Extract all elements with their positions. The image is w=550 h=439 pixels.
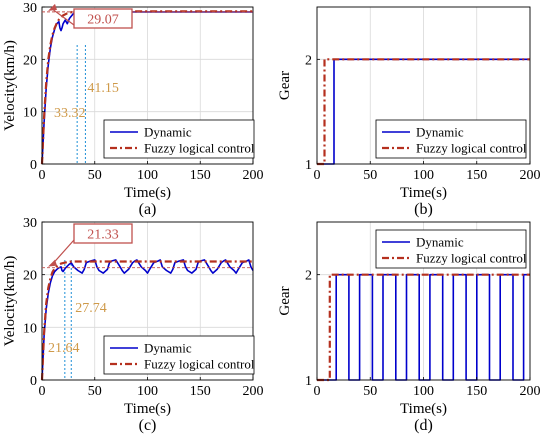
callout-arrowhead [48,259,57,267]
y-tick-label: 20 [23,269,37,284]
panel-a: 0 50 100 150 200 0 10 20 30 Time(s) Velocity(km/h)… [2,1,264,218]
legend-fuzzy-label: Fuzzy logical control [416,141,527,156]
series-fuzzy-line [40,260,253,381]
x-tick-label: 0 [314,384,321,399]
y-tick-label: 2 [305,269,312,284]
x-tick-label: 150 [466,384,487,399]
x-tick-label: 0 [39,168,46,183]
panel-b: 0 50 100 150 200 1 2 Time(s) Gear (b) DynamicFuzzy… [277,6,541,218]
x-axis-label: Time(s) [400,401,447,417]
legend-dynamic-label: Dynamic [416,125,464,140]
callout-value: 21.33 [87,228,119,243]
y-tick-label: 30 [23,216,37,231]
x-tick-label: 0 [39,384,46,399]
y-axis-label: Gear [277,286,293,315]
y-tick-label: 10 [23,106,37,121]
x-tick-label: 150 [190,168,211,183]
y-tick-label: 20 [23,53,37,68]
legend-box [375,229,527,269]
x-tick-label: 100 [137,384,158,399]
y-tick-label: 1 [305,374,312,389]
legend-box [103,119,255,159]
legend-dynamic-label: Dynamic [144,341,192,356]
series-dynamic-line [317,273,530,381]
y-tick-label: 0 [30,158,37,173]
x-tick-label: 200 [520,168,541,183]
callout-arrow [51,239,75,266]
panel-label: (c) [139,417,157,434]
panel-label: (a) [139,201,157,218]
legend-dynamic-label: Dynamic [416,235,464,250]
x-tick-label: 100 [413,384,434,399]
x-tick-label: 50 [88,384,102,399]
callout-arrowhead [48,3,57,11]
y-tick-label: 2 [305,53,312,68]
legend-fuzzy-label: Fuzzy logical control [416,251,527,266]
series-dynamic-line [41,259,254,381]
x-tick-label: 50 [363,384,377,399]
x-axis-label: Time(s) [400,185,447,201]
series-fuzzy-line [40,10,253,165]
marker-label-1: 33.32 [54,106,86,121]
y-tick-label: 30 [23,1,37,16]
y-tick-label: 1 [305,158,312,173]
y-tick-label: 10 [23,321,37,336]
x-tick-label: 200 [243,384,264,399]
x-tick-label: 200 [243,168,264,183]
marker-label-2: 27.74 [75,301,107,316]
legend-fuzzy-label: Fuzzy logical control [144,141,255,156]
x-tick-label: 50 [88,168,102,183]
callout-value: 29.07 [87,13,119,28]
x-tick-label: 0 [314,168,321,183]
panel-label: (d) [414,417,433,434]
x-axis-label: Time(s) [124,185,171,201]
y-axis-label: Velocity(km/h) [2,40,18,131]
legend-dynamic-label: Dynamic [144,125,192,140]
callout-box [73,223,133,244]
x-tick-label: 200 [520,384,541,399]
legend-box [375,119,527,159]
x-tick-label: 50 [363,168,377,183]
legend-fuzzy-label: Fuzzy logical control [144,357,255,372]
y-tick-label: 0 [30,374,37,389]
x-tick-label: 150 [466,168,487,183]
y-axis-label: Gear [277,71,293,100]
panel-label: (b) [414,201,433,218]
marker-label-1: 21.64 [48,341,80,356]
panel-d: 0 50 100 150 200 1 2 Time(s) Gear (d) DynamicFuzzy… [277,221,541,434]
y-axis-label: Velocity(km/h) [2,256,18,347]
marker-label-2: 41.15 [87,81,119,96]
callout-box [73,8,133,29]
panel-c: 0 50 100 150 200 0 10 20 30 Time(s) Velocity(km/h)… [2,216,264,434]
callout-arrow [51,8,75,26]
x-tick-label: 150 [190,384,211,399]
x-tick-label: 100 [137,168,158,183]
x-tick-label: 100 [413,168,434,183]
x-axis-label: Time(s) [124,401,171,417]
legend-box [103,335,255,375]
